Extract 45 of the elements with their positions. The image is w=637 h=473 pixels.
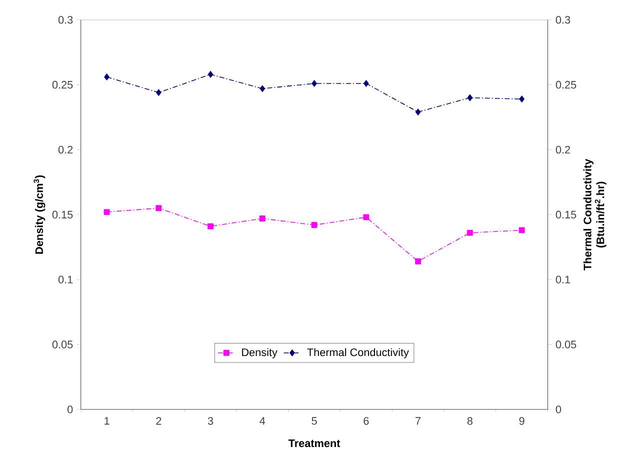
- y-tick-label: 0.1: [58, 276, 73, 284]
- point: [415, 108, 421, 116]
- point: [364, 80, 369, 87]
- point: [156, 89, 162, 96]
- point: [518, 227, 525, 234]
- y2-tick-label: 0.3: [556, 16, 570, 24]
- x-tick-label: 6: [364, 417, 369, 425]
- y2-tick-label: 0.15: [556, 210, 576, 219]
- point: [156, 205, 162, 212]
- point: [104, 74, 110, 80]
- y2-tick-label: 0.05: [556, 340, 576, 348]
- x-tick-label: 2: [156, 417, 162, 425]
- point: [311, 222, 318, 228]
- x-tick-label: 9: [519, 417, 524, 425]
- point: [208, 223, 214, 230]
- x-tick-label: 7: [416, 417, 421, 425]
- point: [104, 209, 110, 216]
- point: [519, 96, 524, 102]
- y-tick-label: 0.15: [52, 210, 73, 219]
- point: [467, 94, 473, 102]
- point: [363, 214, 370, 220]
- y-tick-label: 0.3: [58, 16, 73, 24]
- y2-tick-label: 0: [556, 406, 562, 414]
- x-tick-label: 1: [104, 417, 110, 425]
- y2-tick-label: 0.25: [556, 80, 576, 89]
- point: [466, 230, 473, 236]
- point: [415, 258, 422, 264]
- y-tick-label: 0.25: [52, 80, 73, 89]
- x-axis-title: Treatment: [288, 440, 340, 448]
- y-tick-label: 0.2: [58, 146, 73, 154]
- x-tick-label: 4: [260, 417, 266, 425]
- y2-tick-label: 0.2: [556, 146, 570, 154]
- point: [259, 216, 266, 222]
- point: [312, 80, 317, 87]
- y-tick-label: 0.05: [52, 340, 73, 348]
- x-tick-label: 3: [208, 417, 214, 425]
- y-tick-label: 0: [68, 406, 73, 414]
- x-tick-label: 8: [467, 417, 472, 425]
- point: [208, 71, 214, 78]
- legend-label: Thermal Conductivity: [307, 348, 409, 358]
- y-axis-title: Density (g/cm$^{3}$): [34, 175, 46, 254]
- y2-tick-label: 0.1: [556, 276, 570, 284]
- x-tick-label: 5: [312, 417, 317, 425]
- point: [260, 85, 266, 92]
- legend-label: Density: [242, 348, 278, 358]
